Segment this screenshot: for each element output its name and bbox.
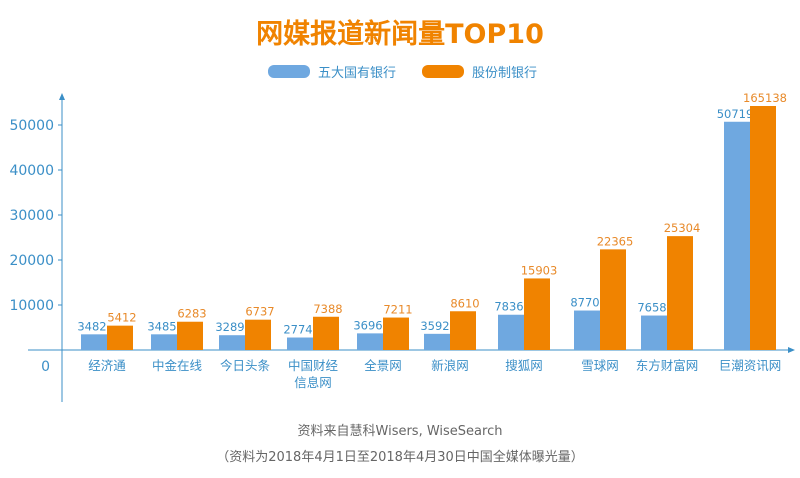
data-label: 3592: [420, 319, 449, 333]
chart-title: 网媒报道新闻量TOP10: [256, 19, 544, 50]
data-label: 22365: [597, 234, 634, 248]
data-label: 7836: [494, 300, 523, 314]
x-tick-label: 新浪网: [431, 358, 469, 373]
data-label: 5412: [107, 311, 136, 325]
bar-state-2: [219, 335, 245, 350]
data-label: 7658: [637, 301, 666, 315]
bar-joint-stock-9: [750, 106, 776, 350]
x-tick-label: 今日头条: [220, 358, 271, 373]
x-tick-label: 搜狐网: [505, 358, 543, 373]
bar-state-4: [357, 333, 383, 350]
bar-state-5: [424, 333, 450, 350]
y-tick-label: 50000: [9, 118, 54, 134]
data-label: 2774: [283, 323, 312, 337]
bar-joint-stock-6: [524, 278, 550, 350]
x-tick-label: 全景网: [364, 358, 402, 373]
data-label: 3696: [353, 318, 382, 332]
x-tick-label: 中国财经: [288, 358, 339, 373]
legend-swatch: [268, 65, 310, 78]
bar-state-9: [724, 121, 750, 351]
bar-joint-stock-8: [667, 236, 693, 350]
y-tick-label: 20000: [9, 253, 54, 269]
legend-item-joint-stock-banks: 股份制银行: [422, 62, 537, 81]
data-label: 3485: [147, 319, 176, 333]
y-tick-label: 0: [41, 359, 50, 375]
note-text: （资料为2018年4月1日至2018年4月30日中国全媒体曝光量）: [216, 450, 584, 465]
legend-item-state-banks: 五大国有银行: [268, 62, 396, 81]
data-label: 6283: [177, 307, 206, 321]
bar-joint-stock-5: [450, 311, 476, 350]
data-label: 7388: [313, 302, 342, 316]
y-tick-label: 40000: [9, 163, 54, 179]
bar-state-8: [641, 315, 667, 350]
bar-state-1: [151, 334, 177, 350]
bar-joint-stock-0: [107, 325, 133, 350]
data-label: 50719: [717, 107, 754, 121]
legend-label: 五大国有银行: [318, 66, 397, 81]
x-tick-label: 巨潮资讯网: [719, 358, 782, 373]
bar-joint-stock-7: [600, 249, 626, 350]
data-label: 8610: [450, 296, 479, 310]
x-tick-label: 经济通: [88, 358, 126, 373]
data-label: 15903: [521, 263, 558, 277]
y-tick-label: 10000: [9, 298, 54, 314]
bar-joint-stock-1: [177, 321, 203, 350]
data-label: 7211: [383, 303, 412, 317]
x-tick-label: 雪球网: [581, 358, 619, 373]
data-label: 165138: [743, 91, 787, 105]
x-tick-label: 信息网: [294, 375, 332, 390]
legend-swatch: [422, 65, 464, 78]
bar-joint-stock-3: [313, 316, 339, 350]
y-axis-arrow: [59, 93, 65, 100]
data-label: 6737: [245, 305, 274, 319]
bar-state-3: [287, 337, 313, 350]
bar-state-7: [574, 310, 600, 350]
data-label: 25304: [664, 221, 701, 235]
data-label: 3289: [215, 320, 244, 334]
bar-state-6: [498, 314, 524, 350]
x-tick-label: 东方财富网: [636, 358, 699, 373]
bar-joint-stock-2: [245, 319, 271, 350]
data-label: 3482: [77, 319, 106, 333]
legend-label: 股份制银行: [472, 66, 538, 81]
source-text: 资料来自慧科Wisers, WiseSearch: [297, 424, 503, 439]
data-label: 8770: [570, 296, 599, 310]
x-axis-arrow: [788, 347, 795, 353]
x-tick-label: 中金在线: [152, 358, 203, 373]
bar-state-0: [81, 334, 107, 350]
bar-joint-stock-4: [383, 317, 409, 350]
y-tick-label: 30000: [9, 208, 54, 224]
